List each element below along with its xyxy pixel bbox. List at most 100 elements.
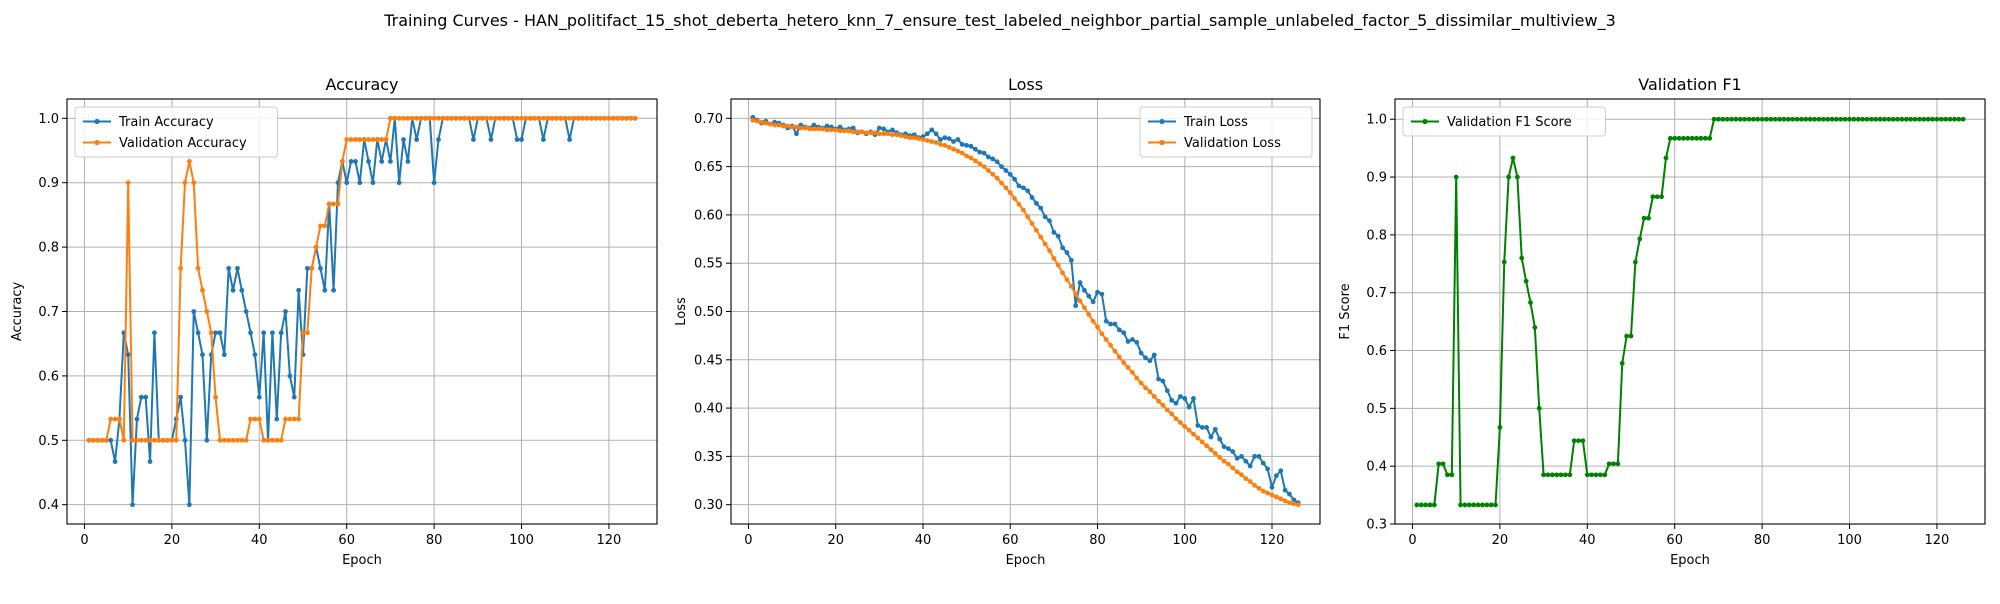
validation-loss-point [1086,312,1092,317]
validation-f1-score-point [1545,472,1551,478]
validation-loss-point [828,127,834,133]
validation-f1-score-series [1414,116,1966,508]
validation-loss-point [807,126,812,132]
train-loss-point [1116,327,1122,333]
validation-accuracy-point [440,115,446,121]
train-loss-point [1173,400,1179,406]
validation-accuracy-point [484,115,489,121]
validation-loss-point [972,158,978,164]
validation-loss-point [1099,331,1105,337]
validation-accuracy-series [86,115,638,443]
train-loss-point [1095,289,1100,295]
validation-loss-point [938,142,943,147]
validation-loss-point [1225,461,1231,467]
validation-loss-point [1125,365,1131,370]
validation-f1-score-point [1742,116,1748,122]
train-loss-point [959,142,965,147]
train-accuracy-point [405,159,411,164]
legend-swatch-marker [94,118,100,125]
validation-accuracy-point [178,265,184,271]
train-accuracy-point [213,330,218,336]
validation-loss-point [1007,190,1013,196]
validation-accuracy-point [431,115,437,121]
train-accuracy-point [186,502,192,508]
validation-f1-score-point [1720,116,1726,122]
train-loss-point [890,127,895,133]
train-loss-point [986,154,991,160]
validation-accuracy-point [532,115,538,121]
validation-accuracy-point [143,437,149,443]
validation-loss-point [920,137,926,142]
validation-loss-point [868,130,874,136]
train-loss-point [1138,350,1144,356]
x-tick-label: 60 [338,533,355,548]
train-accuracy-point [152,330,157,336]
train-loss-point [1234,455,1240,461]
validation-accuracy-point [235,437,240,443]
validation-f1-score-point [1628,333,1634,339]
validation-accuracy-point [409,115,415,121]
chart-title: Loss [1008,75,1043,94]
validation-loss-point [820,126,826,132]
train-accuracy-point [130,502,135,508]
validation-accuracy-point [510,115,516,121]
validation-f1-score-point [1484,502,1490,508]
validation-loss-point [1025,214,1031,220]
validation-f1-score-point [1895,116,1900,122]
train-accuracy-point [357,180,363,186]
validation-f1-score-point [1493,502,1498,508]
validation-f1-score-point [1921,116,1927,122]
validation-accuracy-point [506,115,511,121]
validation-f1-score-point [1445,472,1450,478]
legend-swatch-marker [1159,139,1165,146]
x-tick-label: 80 [426,533,443,548]
validation-loss-point [1134,375,1140,381]
train-accuracy-point [344,180,350,186]
validation-loss-point [798,125,804,131]
validation-loss-point [1282,498,1288,504]
validation-accuracy-point [256,416,262,422]
validation-accuracy-point [497,115,503,121]
validation-loss-point [942,142,948,148]
validation-f1-score-point [1663,155,1669,161]
validation-loss-point [1082,305,1087,311]
validation-accuracy-point [558,115,564,121]
train-loss-point [1177,394,1183,399]
validation-loss-point [1182,424,1188,429]
validation-loss-point [1212,451,1218,456]
validation-f1-score-point [1637,236,1643,242]
validation-loss-point [994,175,1000,181]
train-loss-point [1064,250,1070,255]
validation-loss-point [981,164,987,170]
validation-f1-score-point [1947,116,1953,122]
validation-loss-point [911,135,917,141]
validation-f1-score-point [1882,116,1887,122]
y-axis-label: F1 Score [1338,283,1353,339]
validation-loss-point [1287,500,1292,506]
train-loss-point [1151,352,1157,358]
train-loss-point [968,143,974,149]
validation-loss-point [846,128,852,134]
validation-accuracy-point [457,115,463,121]
legend: Train Accuracy Validation Accuracy [74,106,278,158]
validation-accuracy-point [270,437,275,443]
train-loss-point [1029,195,1035,200]
validation-accuracy-point [169,437,175,443]
train-loss-point [1034,200,1039,206]
train-loss-point [1230,449,1236,454]
validation-f1-score-point [1724,116,1730,122]
validation-loss-point [1073,291,1079,297]
train-loss-point [1186,404,1192,410]
validation-loss-point [951,146,956,152]
validation-f1-score-point [1672,135,1678,141]
train-accuracy-point [256,394,262,400]
validation-loss-point [754,118,760,124]
validation-f1-score-point [1842,116,1848,122]
validation-f1-score-point [1558,472,1564,478]
train-accuracy-point [348,159,354,164]
validation-accuracy-point [156,437,162,443]
train-loss-point [876,125,882,131]
validation-f1-score-point [1532,325,1538,330]
validation-f1-score-point [1506,174,1512,180]
